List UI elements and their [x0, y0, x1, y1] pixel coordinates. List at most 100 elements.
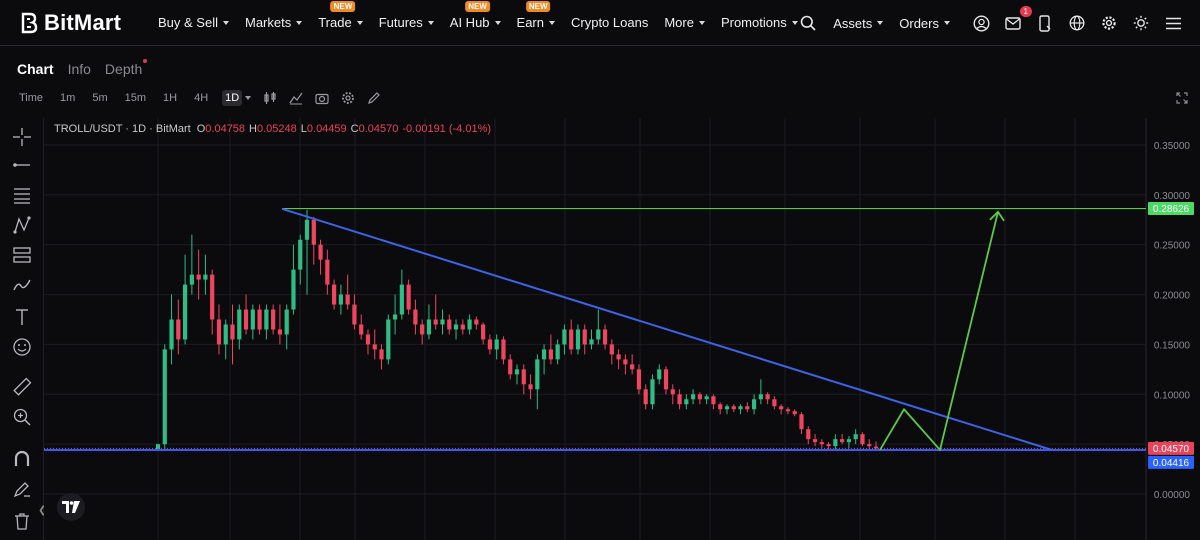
- tab-chart[interactable]: Chart: [17, 61, 54, 77]
- candle-body: [467, 319, 472, 330]
- trendline-tool-icon[interactable]: [11, 154, 33, 176]
- candle: [670, 384, 675, 405]
- nav-item-more[interactable]: More: [664, 15, 705, 30]
- candle: [406, 279, 411, 315]
- crosshair-icon[interactable]: [11, 126, 33, 148]
- price-tick-label: 0.10000: [1154, 390, 1191, 401]
- candle: [772, 396, 777, 410]
- nav-item-label: Buy & Sell: [158, 15, 218, 30]
- nav-item-earn[interactable]: Earn NEW: [517, 1, 555, 30]
- candle: [189, 234, 194, 295]
- candle-body: [569, 329, 574, 350]
- prediction-tool-icon[interactable]: [11, 244, 33, 266]
- nav-item-futures[interactable]: Futures: [379, 15, 434, 30]
- candle-body: [765, 394, 770, 400]
- tab-depth[interactable]: Depth: [105, 59, 148, 77]
- nav-item-markets[interactable]: Markets: [244, 15, 303, 30]
- text-tool-icon[interactable]: [11, 306, 33, 328]
- language-globe-icon[interactable]: [1068, 14, 1086, 32]
- camera-icon[interactable]: [315, 91, 329, 105]
- theme-sun-icon[interactable]: [1132, 14, 1150, 32]
- candle-body: [541, 349, 547, 360]
- collapse-toolbar-arrow-icon[interactable]: ❮: [38, 505, 47, 516]
- timeframe-4h[interactable]: 4H: [194, 92, 209, 104]
- nav-item-promotions[interactable]: Promotions: [721, 15, 798, 30]
- candle: [440, 309, 445, 335]
- candle: [636, 364, 642, 395]
- candle-body: [453, 324, 459, 330]
- fullscreen-icon[interactable]: [1176, 91, 1188, 109]
- nav-item-buy-sell[interactable]: Buy & Sell: [158, 15, 229, 30]
- nav-item-label: Markets: [244, 15, 292, 30]
- price-label-bg: [1148, 455, 1194, 469]
- candle-body: [799, 414, 804, 430]
- candle: [792, 409, 797, 417]
- candle-body: [447, 319, 452, 330]
- candle: [433, 294, 438, 330]
- settings-gear-icon[interactable]: [1100, 14, 1118, 32]
- nav-item-trade[interactable]: Trade NEW: [318, 1, 363, 30]
- candle: [237, 304, 242, 350]
- ruler-tool-icon[interactable]: [11, 376, 33, 398]
- tab-info[interactable]: Info: [67, 61, 91, 77]
- price-tick-label: 0.35000: [1154, 141, 1191, 152]
- timeframe-15m[interactable]: 15m: [124, 92, 147, 104]
- zoom-in-icon[interactable]: [11, 406, 33, 428]
- candle-body: [487, 339, 493, 350]
- chart-settings-icon[interactable]: [341, 91, 355, 105]
- pattern-tool-icon[interactable]: [11, 214, 33, 236]
- chart-tabs: Chart Info Depth: [17, 59, 156, 77]
- candle-body: [785, 409, 791, 412]
- chevron-down-icon: [877, 21, 884, 25]
- magnet-icon[interactable]: [11, 448, 33, 470]
- timeframe-1m[interactable]: 1m: [60, 92, 76, 104]
- pencil-icon[interactable]: [367, 91, 381, 105]
- candle-body: [738, 406, 743, 410]
- notification-icon[interactable]: 1: [1004, 6, 1032, 32]
- candle: [210, 269, 215, 335]
- emoji-tool-icon[interactable]: [11, 336, 33, 358]
- orders-menu[interactable]: Orders: [899, 16, 950, 31]
- candle-body: [413, 309, 418, 325]
- timeframe-5m[interactable]: 5m: [92, 92, 108, 104]
- brush-tool-icon[interactable]: [11, 274, 33, 296]
- timeframe-1d[interactable]: 1D: [222, 90, 243, 106]
- candle: [514, 364, 520, 385]
- user-avatar-icon[interactable]: [972, 14, 990, 32]
- trash-icon[interactable]: [11, 510, 33, 532]
- candle-body: [501, 339, 506, 360]
- candle: [569, 319, 574, 355]
- timeframe-1h[interactable]: 1H: [163, 92, 178, 104]
- candle-body: [745, 406, 750, 410]
- open-label: O: [196, 123, 206, 135]
- download-app-icon[interactable]: [1036, 14, 1054, 32]
- timeframe-dropdown-icon[interactable]: [245, 96, 252, 100]
- candle: [819, 439, 824, 449]
- candle-body: [386, 319, 391, 360]
- bitmart-logo[interactable]: BitMart: [20, 10, 142, 36]
- candle: [704, 394, 709, 405]
- chevron-down-icon: [222, 20, 229, 25]
- candle-body: [372, 344, 377, 350]
- nav-item-ai-hub[interactable]: AI Hub NEW: [450, 1, 501, 30]
- nav-item-label: Futures: [378, 15, 423, 30]
- candle: [372, 329, 377, 360]
- nav-item-crypto-loans[interactable]: Crypto Loans: [571, 15, 648, 30]
- candle-body: [176, 319, 181, 340]
- candle: [596, 309, 601, 345]
- lock-drawings-icon[interactable]: [11, 478, 33, 500]
- chevron-down-icon: [427, 20, 434, 25]
- tradingview-logo[interactable]: [57, 493, 85, 521]
- symbol-title[interactable]: TROLL/USDT · 1D · BitMart: [54, 123, 191, 135]
- price-label-text: 0.04570: [1153, 444, 1190, 455]
- indicators-icon[interactable]: [289, 91, 303, 105]
- fib-retracement-icon[interactable]: [11, 184, 33, 206]
- candle-type-icon[interactable]: [263, 91, 277, 105]
- search-icon[interactable]: [799, 14, 817, 32]
- time-label[interactable]: Time: [19, 92, 44, 104]
- hamburger-menu-icon[interactable]: [1164, 14, 1182, 32]
- candle-body: [460, 324, 465, 330]
- assets-menu[interactable]: Assets: [833, 16, 884, 31]
- candle: [657, 364, 662, 385]
